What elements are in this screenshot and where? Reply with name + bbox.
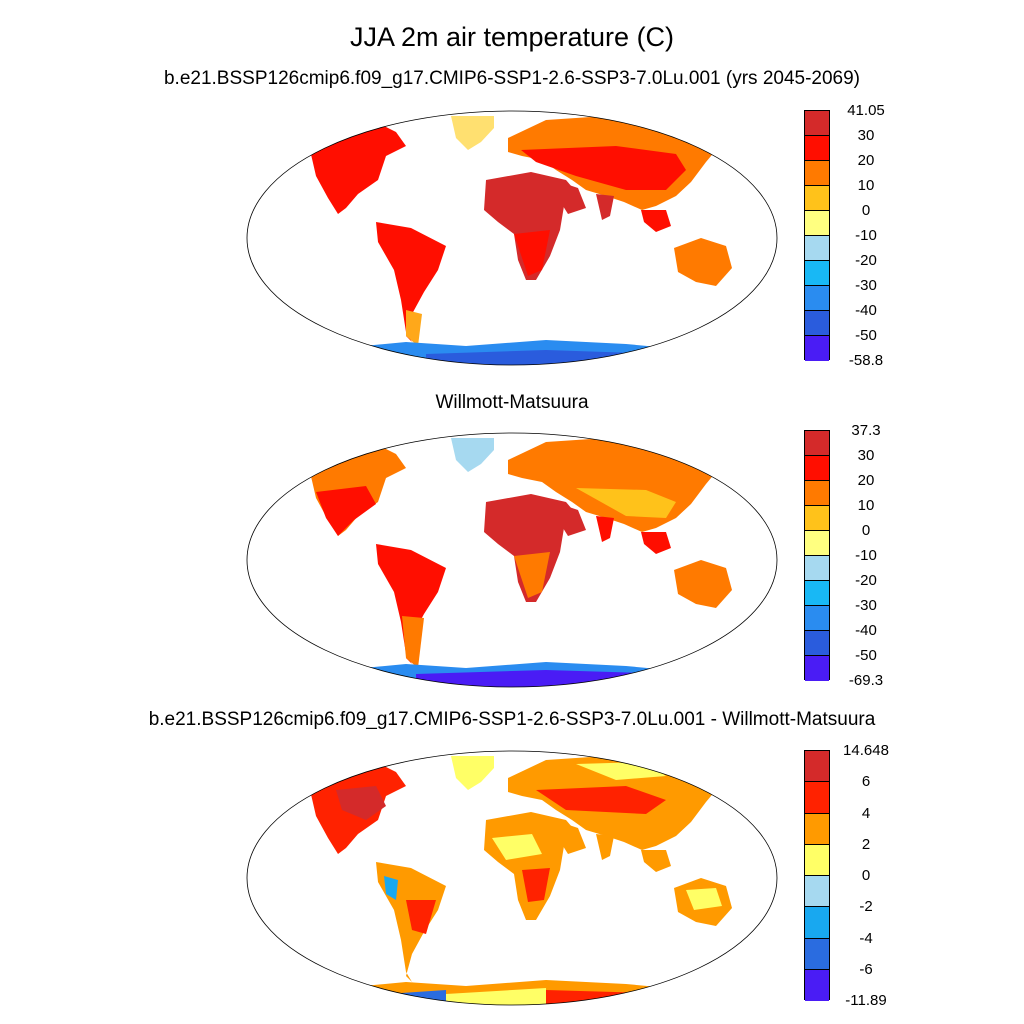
colorbar-swatch (805, 111, 829, 136)
colorbar-tick-label: -4 (859, 929, 873, 947)
colorbar-tick-label: -2 (859, 898, 873, 916)
colorbar-tick-label: -40 (855, 302, 877, 319)
patagonia-region (406, 310, 422, 346)
southeast-asia-region (641, 532, 671, 554)
india-region (596, 516, 614, 542)
greenland-region (451, 438, 494, 472)
greenland-region (451, 116, 494, 150)
india-region (596, 194, 614, 220)
colorbar-tick-label: 20 (857, 152, 875, 169)
colorbar-tick-label: -10 (855, 227, 877, 244)
colorbar-tick-label: 4 (861, 804, 871, 822)
colorbar-tick-label: -50 (855, 647, 877, 664)
panel-3-colorbar (804, 750, 830, 1001)
colorbar-swatch (805, 311, 829, 336)
colorbar-tick-label: -6 (859, 960, 873, 978)
colorbar-tick-label: 14.648 (843, 742, 889, 759)
colorbar-tick-label: -30 (855, 597, 877, 614)
panel-1-map (246, 110, 778, 366)
colorbar-tick-label: 6 (861, 773, 871, 791)
north-america-region (310, 118, 406, 214)
colorbar-swatch (805, 481, 829, 506)
colorbar-tick-label: 37.3 (851, 422, 881, 439)
colorbar-tick-label: -40 (855, 622, 877, 639)
colorbar-tick-label: -58.8 (848, 352, 884, 369)
colorbar-swatch (805, 876, 829, 908)
colorbar-swatch (805, 136, 829, 161)
southern-africa-region (514, 552, 550, 598)
colorbar-swatch (805, 456, 829, 481)
southeast-asia-region (641, 210, 671, 232)
colorbar-swatch (805, 531, 829, 556)
panel-3-title: b.e21.BSSP126cmip6.f09_g17.CMIP6-SSP1-2.… (148, 709, 876, 730)
colorbar-swatch (805, 656, 829, 681)
colorbar-tick-label: -20 (855, 252, 877, 269)
southern-africa-region (514, 230, 550, 276)
colorbar-swatch (805, 506, 829, 531)
colorbar-tick-label: 10 (857, 497, 875, 514)
colorbar-swatch (805, 336, 829, 361)
colorbar-tick-label: 30 (857, 447, 875, 464)
figure-title: JJA 2m air temperature (C) (349, 22, 675, 52)
colorbar-tick-label: 0 (861, 202, 871, 219)
colorbar-swatch (805, 186, 829, 211)
colorbar-swatch (805, 938, 829, 970)
panel-1-colorbar (804, 110, 830, 361)
colorbar-swatch (805, 211, 829, 236)
colorbar-tick-label: 2 (861, 835, 871, 853)
colorbar-tick-label: 10 (857, 177, 875, 194)
southeast-asia-region (641, 850, 671, 872)
colorbar-swatch (805, 161, 829, 186)
colorbar-swatch (805, 581, 829, 606)
colorbar-swatch (805, 236, 829, 261)
colorbar-swatch (805, 261, 829, 286)
colorbar-swatch (805, 782, 829, 814)
panel-3-map (246, 750, 778, 1006)
map-border (246, 750, 778, 1006)
colorbar-swatch (805, 907, 829, 939)
colorbar-swatch (805, 431, 829, 456)
central-eurasia-region (521, 146, 686, 190)
colorbar-tick-label: -10 (855, 547, 877, 564)
map-border (246, 110, 778, 366)
panel-1-title: b.e21.BSSP126cmip6.f09_g17.CMIP6-SSP1-2.… (163, 68, 861, 89)
colorbar-tick-label: -11.89 (845, 992, 887, 1009)
australia-region (674, 238, 732, 286)
colorbar-tick-label: -30 (855, 277, 877, 294)
india-region (596, 834, 614, 860)
colorbar-swatch (805, 813, 829, 845)
greenland-region (451, 756, 494, 790)
australia-region (674, 560, 732, 608)
patagonia-region (402, 616, 424, 668)
map-border (246, 432, 778, 688)
colorbar-tick-label: -50 (855, 327, 877, 344)
panel-2-map (246, 432, 778, 688)
panel-2-colorbar (804, 430, 830, 681)
colorbar-swatch (805, 751, 829, 783)
colorbar-swatch (805, 286, 829, 311)
colorbar-tick-label: -69.3 (848, 672, 884, 689)
colorbar-tick-label: 0 (861, 867, 871, 884)
colorbar-swatch (805, 844, 829, 876)
colorbar-tick-label: 41.05 (847, 102, 885, 119)
colorbar-tick-label: 30 (857, 127, 875, 144)
panel-2-title: Willmott-Matsuura (435, 392, 589, 413)
colorbar-swatch (805, 969, 829, 1001)
colorbar-swatch (805, 606, 829, 631)
colorbar-tick-label: 20 (857, 472, 875, 489)
colorbar-swatch (805, 631, 829, 656)
colorbar-tick-label: 0 (861, 522, 871, 539)
colorbar-swatch (805, 556, 829, 581)
colorbar-tick-label: -20 (855, 572, 877, 589)
